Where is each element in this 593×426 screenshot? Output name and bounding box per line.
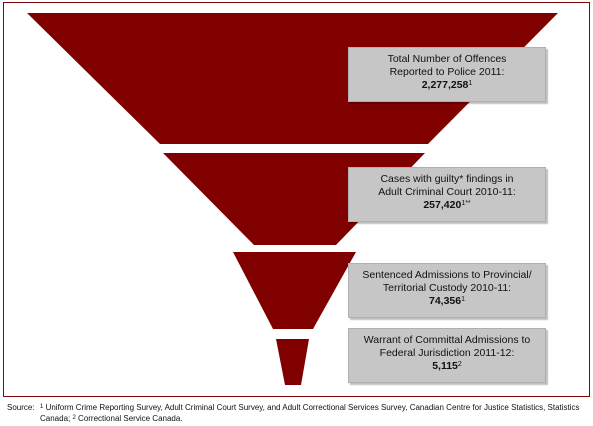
stage-label-line: Reported to Police 2011: <box>389 66 505 78</box>
funnel-segment-federal-jurisdiction <box>276 339 309 385</box>
stage-value: 2,277,258 <box>421 79 469 91</box>
footnote-marker: 1 <box>40 404 44 410</box>
footnote-marker: 1 <box>461 296 466 303</box>
stage-label-line: Federal Jurisdiction 2011-12: <box>379 347 515 359</box>
footnote-marker: 1** <box>461 200 471 207</box>
stage-label-line: Sentenced Admissions to Provincial/ <box>362 269 532 281</box>
stage-value: 257,420 <box>423 199 462 211</box>
footnote-marker: 2 <box>72 414 76 421</box>
stage-value: 74,356 <box>428 295 462 307</box>
funnel-segment-provincial-custody <box>233 252 356 329</box>
stage-value: 5,115 <box>432 360 458 372</box>
stage-label-provincial-custody: Sentenced Admissions to Provincial/ Terr… <box>348 263 546 318</box>
stage-label-federal-jurisdiction: Warrant of Committal Admissions to Feder… <box>348 328 546 383</box>
stage-label-line: Warrant of Committal Admissions to <box>363 334 531 346</box>
footnote-marker: 1 <box>468 80 473 87</box>
stage-label-guilty-findings: Cases with guilty* findings in Adult Cri… <box>348 167 546 222</box>
stage-label-line: Adult Criminal Court 2010-11: <box>378 186 516 198</box>
footnote-marker: 2 <box>457 361 462 368</box>
stage-label-line: Cases with guilty* findings in <box>380 173 514 185</box>
source-text-part: Correctional Service Canada. <box>75 413 183 423</box>
stage-label-offences: Total Number of Offences Reported to Pol… <box>348 47 546 102</box>
stage-label-line: Total Number of Offences <box>387 53 507 65</box>
stage-label-line: Territorial Custody 2010-11: <box>382 282 512 294</box>
source-label: Source: <box>7 403 35 412</box>
source-text: 1 Uniform Crime Reporting Survey, Adult … <box>40 403 585 424</box>
funnel-segment-offences <box>27 13 558 144</box>
source-text-part: Uniform Crime Reporting Survey, Adult Cr… <box>40 403 580 423</box>
